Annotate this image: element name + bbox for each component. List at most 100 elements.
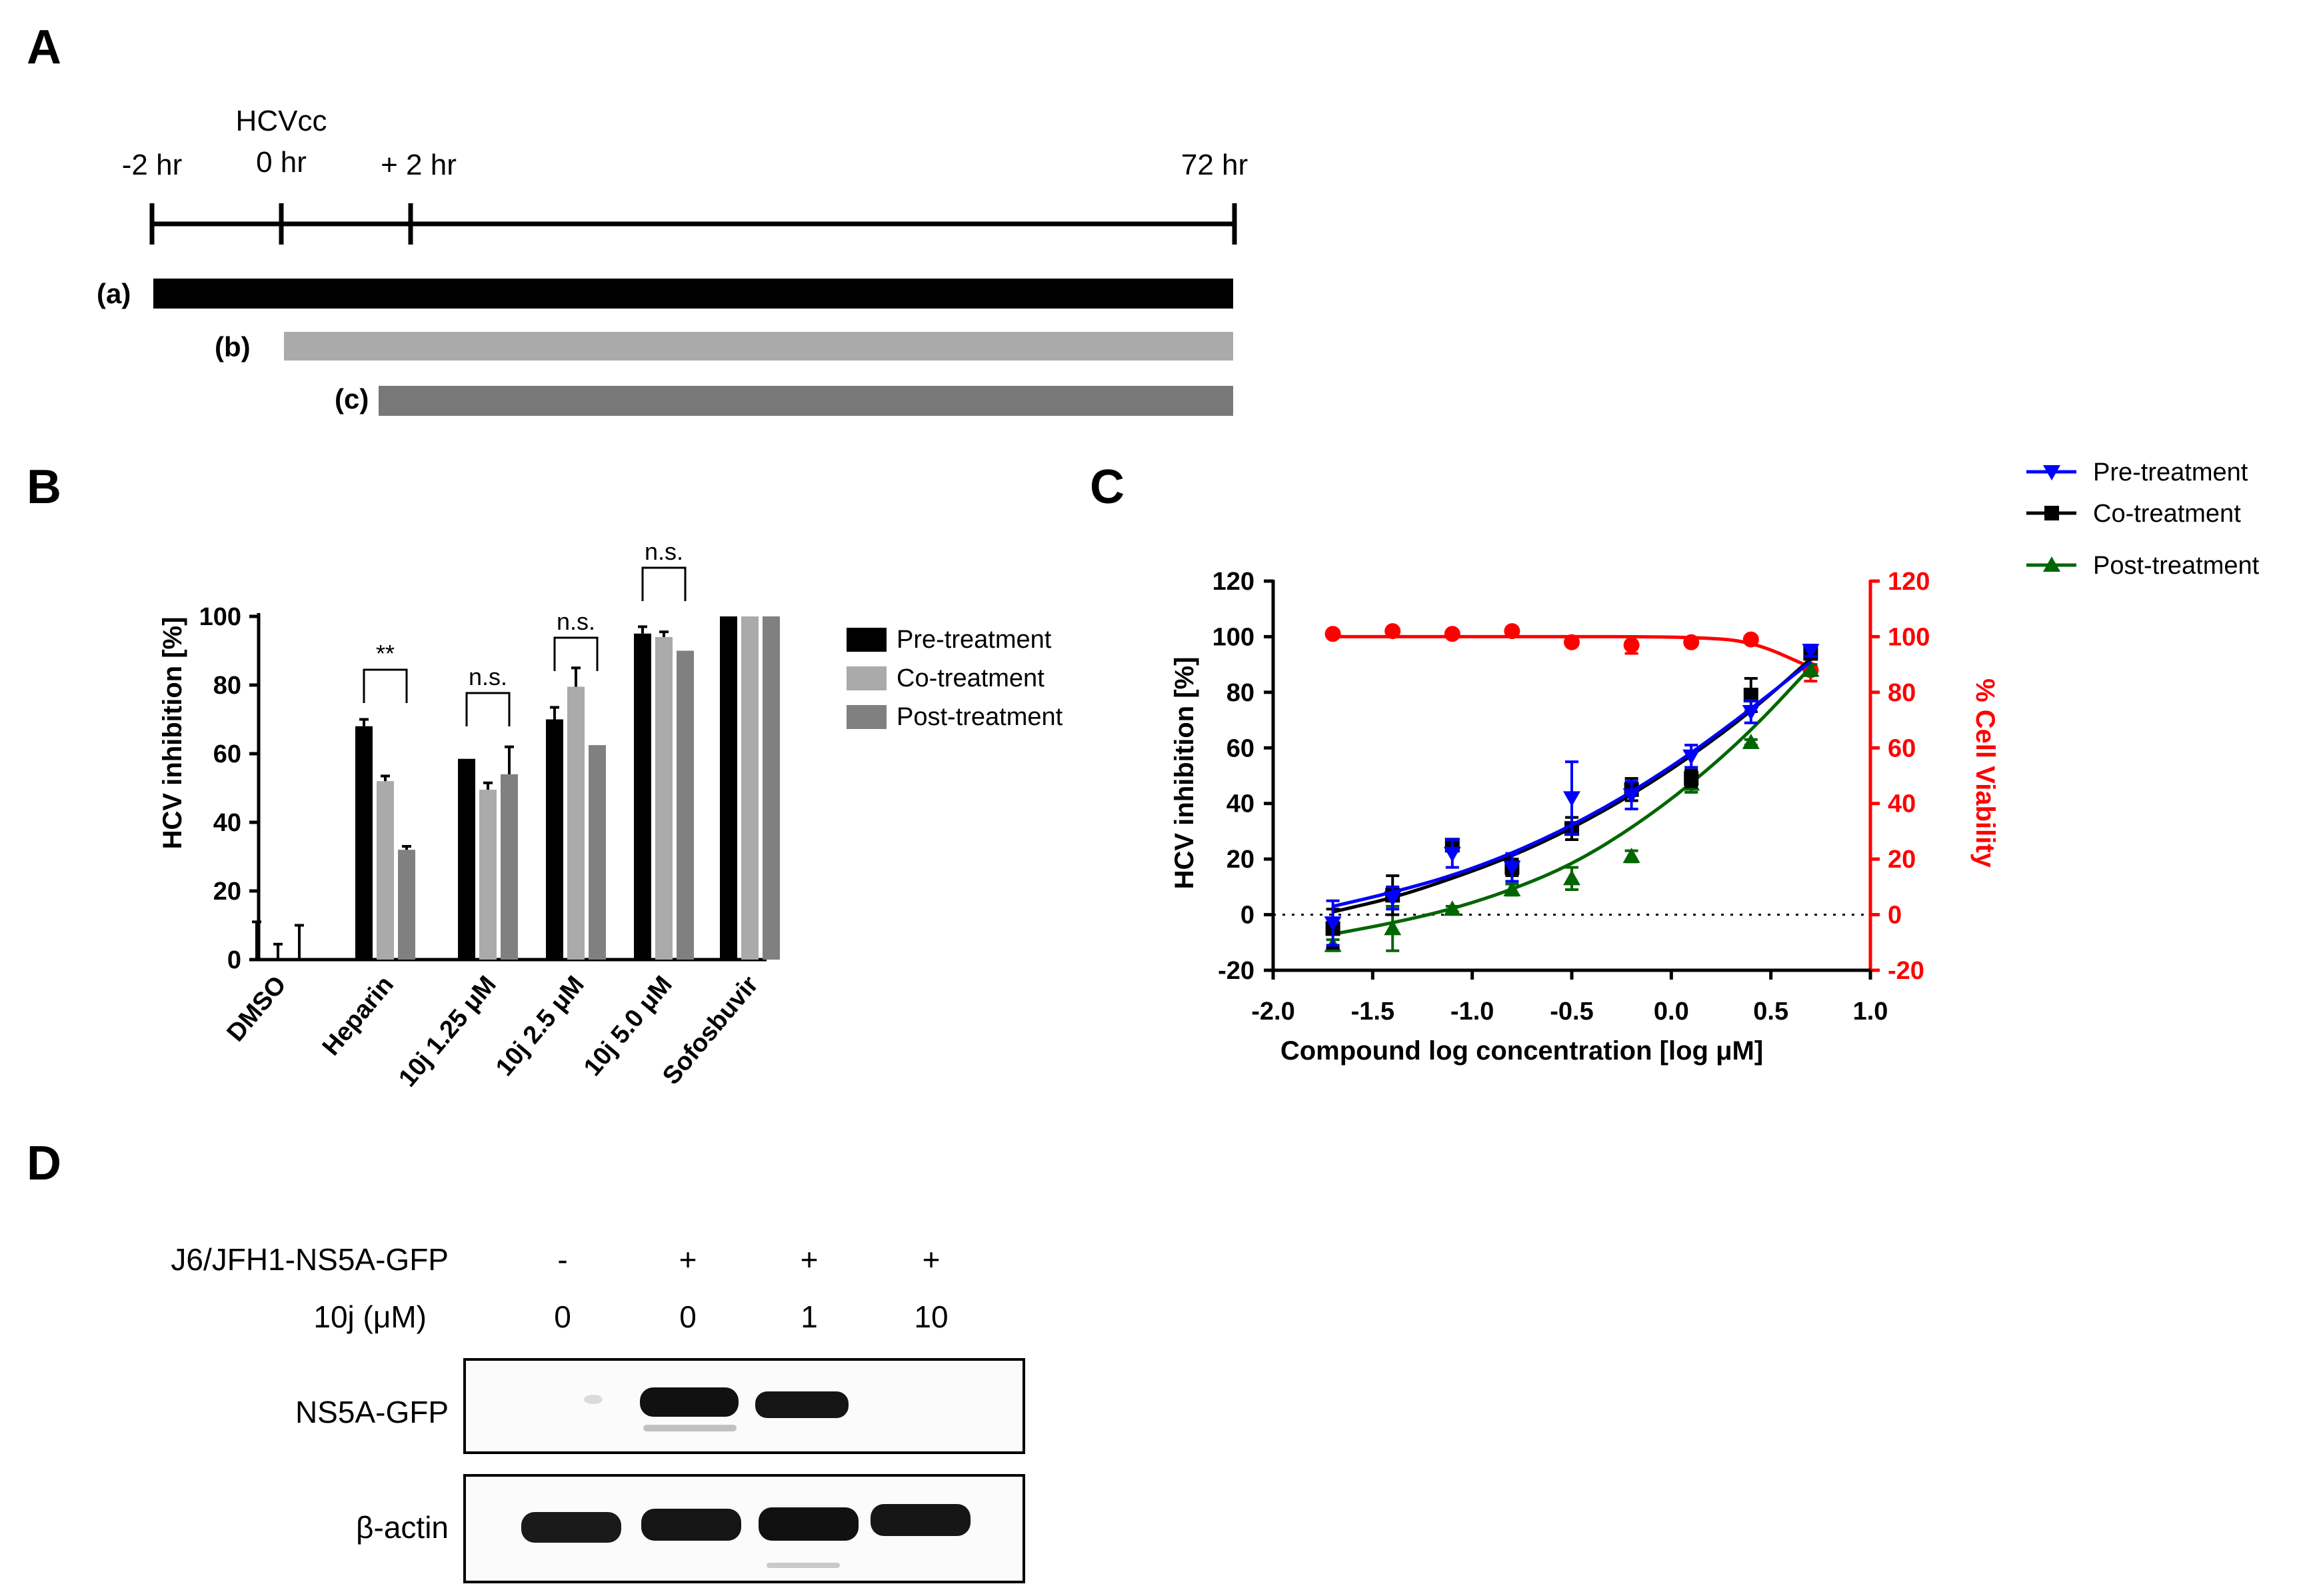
data-point [1384, 891, 1402, 907]
western-row-label: 10j (μM) [313, 1299, 427, 1334]
bar [501, 774, 518, 960]
dose-chart-x-tick-label: 0.0 [1654, 998, 1689, 1026]
data-point [1443, 900, 1461, 916]
significance-label: ** [376, 640, 395, 667]
data-point [1563, 791, 1580, 807]
panel-label-c: C [1090, 460, 1125, 514]
dose-chart-x-tick-label: 0.5 [1753, 998, 1788, 1026]
fit-curve [1332, 660, 1812, 908]
data-point [1682, 749, 1700, 765]
data-point [2043, 465, 2060, 480]
data-point [1684, 771, 1699, 786]
fit-curve [1332, 657, 1812, 914]
dose-chart-y-tick-label: 60 [1226, 734, 1254, 762]
timeline-diagram: -2 hr HCVcc 0 hr + 2 hr 72 hr (a) (b) (c… [97, 105, 1248, 416]
data-point [1802, 661, 1820, 677]
western-blot: J6/JFH1-NS5A-GFP - + + + 10j (μM) 0 0 1 … [171, 1242, 1025, 1583]
legend-swatch [847, 705, 887, 729]
time-label: + 2 hr [381, 149, 457, 181]
dose-chart-x-tick-label: -2.0 [1251, 998, 1294, 1026]
dose-chart-x-tick-label: -1.0 [1450, 998, 1494, 1026]
dose-chart-y-tick-label: 20 [1226, 846, 1254, 874]
significance-bracket [641, 566, 687, 601]
blot-panel-ns5a [463, 1358, 1025, 1454]
bar-chart-y-tick-label: 40 [213, 809, 241, 837]
fit-curve [1332, 666, 1812, 936]
bar-chart: HCV inhibition [%] 0 20 40 60 80 100 DMSO Hepa… [158, 538, 1063, 1092]
significance-label: n.s. [645, 538, 683, 565]
time-label: 0 hr [256, 146, 307, 179]
data-point [1504, 623, 1520, 640]
dose-response-chart: HCV inhibition [%] % Cell Viability Comp… [1170, 458, 2260, 1066]
blot-band-faint [767, 1563, 840, 1568]
time-label: -2 hr [122, 149, 182, 181]
data-point [1503, 881, 1521, 897]
bar [355, 726, 373, 960]
bar-chart-y-tick-label: 80 [213, 672, 241, 700]
treatment-bar-c [379, 386, 1233, 416]
blot-band-actin [521, 1512, 621, 1543]
dose-chart-y-axis-title: HCV inhibition [%] [1170, 657, 1199, 890]
panel-label-a: A [27, 21, 61, 74]
bar [458, 758, 475, 960]
bar [634, 633, 651, 960]
blot-band-ns5a [640, 1387, 739, 1417]
bar [720, 616, 737, 960]
data-point [1564, 634, 1580, 650]
dose-chart-right-tick-label: 0 [1888, 902, 1902, 930]
western-lane-value: + [801, 1242, 819, 1277]
data-point [1622, 847, 1640, 863]
legend-label: Co-treatment [897, 664, 1045, 692]
bar-chart-y-tick-label: 100 [199, 603, 241, 631]
bar [589, 745, 606, 960]
treatment-bar-a [153, 279, 1233, 309]
treatment-label: (c) [335, 383, 369, 414]
panel-label-b: B [27, 460, 61, 514]
dose-chart-right-tick-label: 120 [1888, 568, 1930, 596]
legend-label: Post-treatment [897, 703, 1063, 731]
dose-chart-y-tick-label: 0 [1240, 902, 1254, 930]
data-point [1503, 860, 1521, 876]
western-lane-value: 0 [679, 1299, 697, 1334]
data-point [2044, 506, 2059, 520]
legend-label: Pre-treatment [897, 626, 1052, 654]
treatment-bar-b [284, 332, 1233, 361]
bar [567, 686, 585, 960]
panel-label-d: D [27, 1137, 61, 1190]
bar-chart-y-axis-title: HCV inhibition [%] [158, 617, 187, 850]
data-point [1443, 846, 1461, 862]
data-point [2043, 556, 2060, 572]
bar [655, 636, 673, 960]
blot-band-actin [641, 1509, 741, 1541]
blot-label-actin: β-actin [356, 1510, 449, 1545]
dose-chart-y-tick-label: 100 [1212, 623, 1254, 651]
bar-chart-category-label: 10j 1.25 μM [393, 971, 502, 1092]
bar-chart-category-label: DMSO [221, 971, 291, 1047]
significance-bracket [553, 636, 599, 671]
treatment-label: (a) [97, 278, 131, 309]
bar [677, 650, 694, 960]
western-row-label: J6/JFH1-NS5A-GFP [171, 1242, 449, 1277]
significance-label: n.s. [557, 608, 595, 635]
data-point [1742, 631, 1759, 648]
data-point [1743, 688, 1758, 703]
data-point [1742, 705, 1760, 721]
data-point [1324, 626, 1341, 642]
bar [377, 781, 394, 960]
legend-label: Co-treatment [2093, 500, 2241, 528]
dose-chart-y-tick-label: 120 [1212, 568, 1254, 596]
western-lane-value: + [679, 1242, 697, 1277]
western-lane-value: - [557, 1242, 567, 1277]
legend-swatch [847, 628, 887, 652]
blot-band-actin [871, 1504, 971, 1536]
bar-chart-y-tick-label: 60 [213, 740, 241, 768]
western-lane-value: 0 [554, 1299, 571, 1334]
dose-chart-y-tick-label: 40 [1226, 790, 1254, 818]
significance-bracket [363, 668, 408, 703]
dose-chart-right-tick-label: 80 [1888, 679, 1916, 707]
data-point [1563, 870, 1580, 886]
dose-chart-y-tick-label: -20 [1218, 957, 1254, 985]
bar [741, 616, 759, 960]
data-point [1683, 634, 1700, 650]
